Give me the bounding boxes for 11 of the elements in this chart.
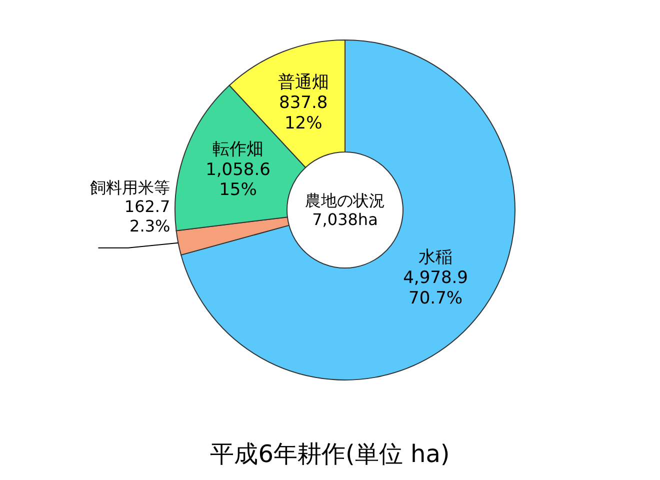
text: 7,038ha (312, 210, 378, 230)
text: 農地の状況 (305, 191, 385, 210)
slice-label: 転作畑 (212, 139, 264, 160)
data-label: 1,058.6 15% (206, 160, 270, 200)
data-label: 162.7 2.3% (124, 197, 170, 236)
text: 平成6年耕作(単位 ha) (210, 440, 450, 468)
slice-label: 水稲 (418, 248, 453, 268)
slice-label: 普通畑 (278, 72, 329, 92)
slice-label: 飼料用米等 (90, 178, 170, 197)
data-label: 837.8 12% (279, 92, 328, 134)
data-label: 4,978.9 70.7% (403, 268, 468, 308)
